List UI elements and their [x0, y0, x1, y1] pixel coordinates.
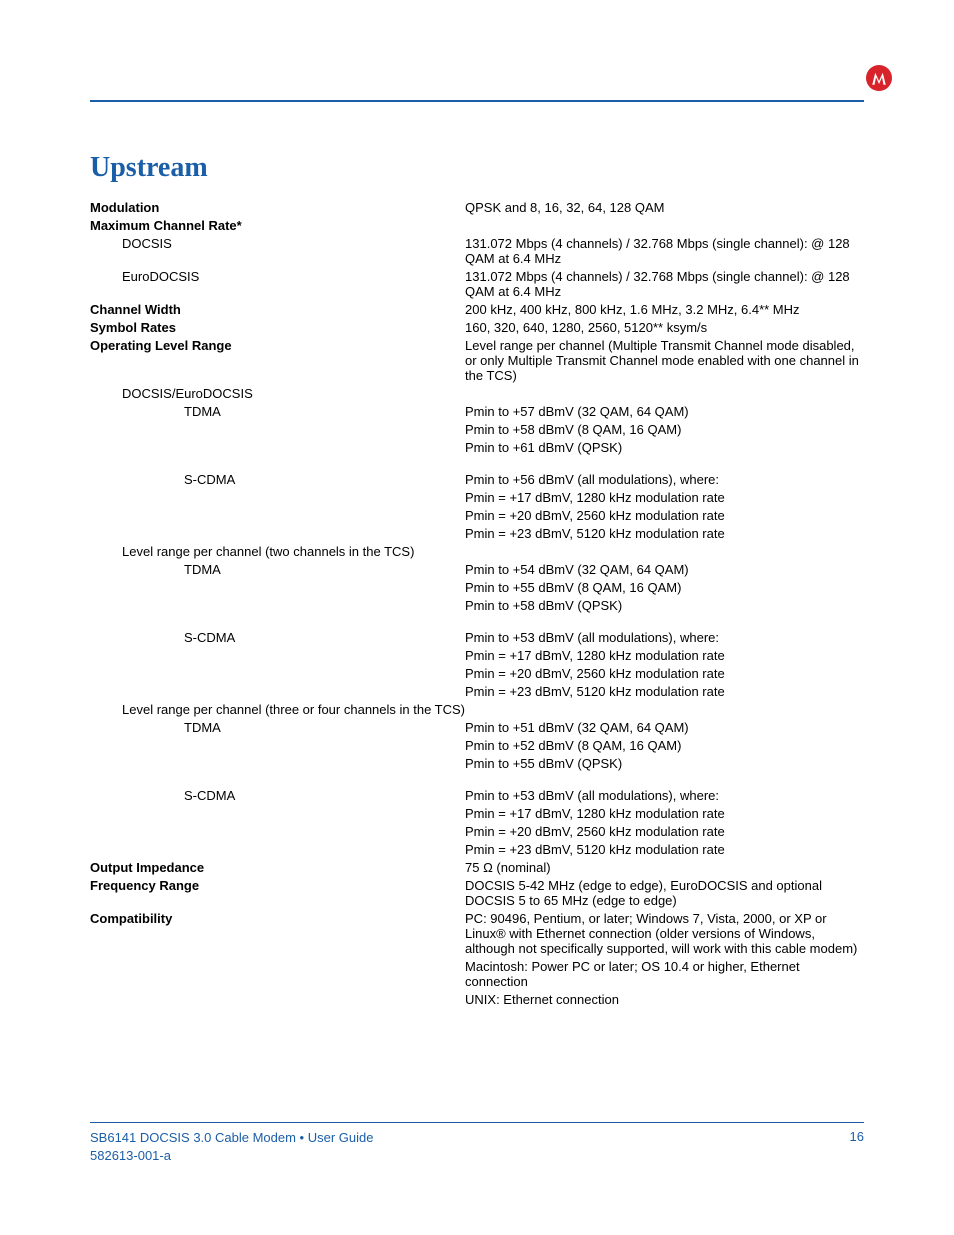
- value-modulation: QPSK and 8, 16, 32, 64, 128 QAM: [465, 198, 864, 216]
- label-tdma: TDMA: [90, 402, 465, 420]
- scdma-line: Pmin to +56 dBmV (all modulations), wher…: [465, 470, 864, 488]
- label-channel-width: Channel Width: [90, 300, 465, 318]
- scdma-line: Pmin = +17 dBmV, 1280 kHz modulation rat…: [465, 488, 864, 506]
- section-heading: Upstream: [90, 152, 864, 184]
- value-symbol-rates: 160, 320, 640, 1280, 2560, 5120** ksym/s: [465, 318, 864, 336]
- label-scdma: S-CDMA: [90, 628, 465, 646]
- tdma-line: Pmin to +52 dBmV (8 QAM, 16 QAM): [465, 736, 864, 754]
- subhead-two-channels: Level range per channel (two channels in…: [122, 544, 414, 559]
- value-compatibility-unix: UNIX: Ethernet connection: [465, 990, 864, 1008]
- scdma-line: Pmin = +23 dBmV, 5120 kHz modulation rat…: [465, 682, 864, 700]
- scdma-line: Pmin = +17 dBmV, 1280 kHz modulation rat…: [465, 804, 864, 822]
- spec-table: Modulation QPSK and 8, 16, 32, 64, 128 Q…: [90, 198, 864, 1008]
- label-scdma: S-CDMA: [90, 786, 465, 804]
- scdma-line: Pmin = +20 dBmV, 2560 kHz modulation rat…: [465, 822, 864, 840]
- label-compatibility: Compatibility: [90, 909, 465, 957]
- value-frequency-range: DOCSIS 5-42 MHz (edge to edge), EuroDOCS…: [465, 876, 864, 909]
- label-tdma: TDMA: [90, 718, 465, 736]
- label-max-channel-rate: Maximum Channel Rate*: [90, 216, 465, 234]
- tdma-line: Pmin to +61 dBmV (QPSK): [465, 438, 864, 456]
- value-eurodocsis: 131.072 Mbps (4 channels) / 32.768 Mbps …: [465, 267, 864, 300]
- value-compatibility-mac: Macintosh: Power PC or later; OS 10.4 or…: [465, 957, 864, 990]
- value-channel-width: 200 kHz, 400 kHz, 800 kHz, 1.6 MHz, 3.2 …: [465, 300, 864, 318]
- motorola-logo-icon: [866, 65, 892, 91]
- value-output-impedance: 75 Ω (nominal): [465, 858, 864, 876]
- tdma-line: Pmin to +54 dBmV (32 QAM, 64 QAM): [465, 560, 864, 578]
- scdma-line: Pmin to +53 dBmV (all modulations), wher…: [465, 628, 864, 646]
- tdma-line: Pmin to +51 dBmV (32 QAM, 64 QAM): [465, 718, 864, 736]
- label-symbol-rates: Symbol Rates: [90, 318, 465, 336]
- tdma-line: Pmin to +58 dBmV (QPSK): [465, 596, 864, 614]
- page-footer: SB6141 DOCSIS 3.0 Cable Modem • User Gui…: [90, 1122, 864, 1165]
- value-op-range-intro: Level range per channel (Multiple Transm…: [465, 336, 864, 384]
- footer-title: SB6141 DOCSIS 3.0 Cable Modem • User Gui…: [90, 1129, 373, 1147]
- header-rule: [90, 100, 864, 102]
- footer-docnum: 582613-001-a: [90, 1147, 373, 1165]
- subhead-three-four-channels: Level range per channel (three or four c…: [122, 702, 465, 717]
- scdma-line: Pmin = +20 dBmV, 2560 kHz modulation rat…: [465, 506, 864, 524]
- value-docsis: 131.072 Mbps (4 channels) / 32.768 Mbps …: [465, 234, 864, 267]
- label-scdma: S-CDMA: [90, 470, 465, 488]
- scdma-line: Pmin = +23 dBmV, 5120 kHz modulation rat…: [465, 840, 864, 858]
- label-docsis-eurodocsis: DOCSIS/EuroDOCSIS: [90, 384, 465, 402]
- label-modulation: Modulation: [90, 198, 465, 216]
- scdma-line: Pmin = +23 dBmV, 5120 kHz modulation rat…: [465, 524, 864, 542]
- label-operating-level-range: Operating Level Range: [90, 336, 465, 384]
- tdma-line: Pmin to +55 dBmV (8 QAM, 16 QAM): [465, 578, 864, 596]
- tdma-line: Pmin to +55 dBmV (QPSK): [465, 754, 864, 772]
- label-eurodocsis: EuroDOCSIS: [90, 267, 465, 300]
- scdma-line: Pmin to +53 dBmV (all modulations), wher…: [465, 786, 864, 804]
- tdma-line: Pmin to +58 dBmV (8 QAM, 16 QAM): [465, 420, 864, 438]
- label-frequency-range: Frequency Range: [90, 876, 465, 909]
- footer-page-number: 16: [850, 1129, 864, 1165]
- scdma-line: Pmin = +17 dBmV, 1280 kHz modulation rat…: [465, 646, 864, 664]
- tdma-line: Pmin to +57 dBmV (32 QAM, 64 QAM): [465, 402, 864, 420]
- scdma-line: Pmin = +20 dBmV, 2560 kHz modulation rat…: [465, 664, 864, 682]
- value-compatibility-pc: PC: 90496, Pentium, or later; Windows 7,…: [465, 909, 864, 957]
- label-docsis: DOCSIS: [90, 234, 465, 267]
- label-output-impedance: Output Impedance: [90, 858, 465, 876]
- label-tdma: TDMA: [90, 560, 465, 578]
